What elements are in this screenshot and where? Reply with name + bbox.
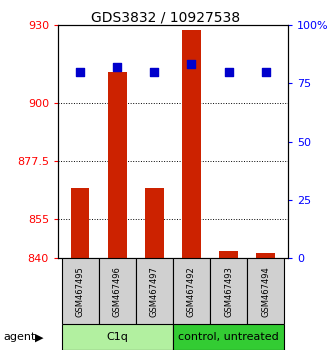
Text: GSM467495: GSM467495	[76, 266, 85, 316]
Bar	[62, 324, 173, 350]
Text: GSM467497: GSM467497	[150, 266, 159, 316]
Text: GDS3832 / 10927538: GDS3832 / 10927538	[91, 11, 240, 25]
Point	[77, 69, 83, 74]
Bar	[182, 30, 201, 258]
Bar	[62, 258, 99, 324]
Text: GSM467494: GSM467494	[261, 266, 270, 316]
Text: GSM467496: GSM467496	[113, 266, 122, 316]
Text: agent: agent	[3, 332, 36, 342]
Point	[226, 69, 231, 74]
Text: GSM467492: GSM467492	[187, 266, 196, 316]
Bar	[173, 258, 210, 324]
Point	[152, 69, 157, 74]
Point	[115, 64, 120, 70]
Bar	[71, 188, 89, 258]
Text: GSM467493: GSM467493	[224, 266, 233, 316]
Text: control, untreated: control, untreated	[178, 332, 279, 342]
Text: ▶: ▶	[35, 332, 43, 342]
Bar	[108, 72, 126, 258]
Point	[263, 69, 268, 74]
Bar	[145, 188, 164, 258]
Point	[189, 62, 194, 67]
Text: C1q: C1q	[106, 332, 128, 342]
Bar	[99, 258, 136, 324]
Bar	[136, 258, 173, 324]
Bar	[219, 251, 238, 258]
Bar	[247, 258, 284, 324]
Bar	[173, 324, 284, 350]
Bar	[257, 253, 275, 258]
Bar	[210, 258, 247, 324]
